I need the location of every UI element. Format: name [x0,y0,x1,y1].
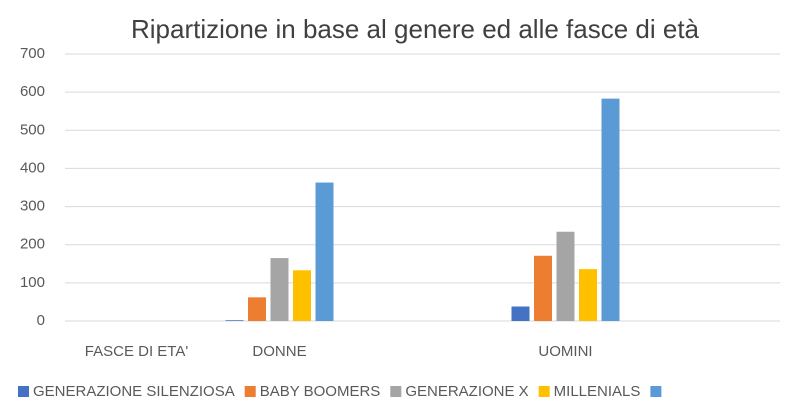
y-tick-label: 200 [20,236,45,253]
y-tick-label: 600 [20,83,45,100]
bar [248,297,266,321]
bar [556,231,575,321]
x-tick-label: UOMINI [538,343,592,360]
legend-label: BABY BOOMERS [260,383,381,400]
y-tick-label: 500 [20,121,45,138]
chart-title: Ripartizione in base al genere ed alle f… [131,14,700,44]
legend-swatch [538,386,550,397]
legend-swatch [244,386,256,397]
y-tick-label: 300 [20,198,45,215]
bar [293,270,311,321]
y-tick-label: 100 [20,274,45,291]
legend-label: GENERAZIONE SILENZIOSA [33,383,235,400]
legend-swatch [18,386,29,397]
x-tick-label: DONNE [252,343,306,360]
legend-label: MILLENIALS [554,383,641,400]
legend-swatch [650,386,662,397]
y-tick-label: 700 [20,45,45,62]
legend-label: GENERAZIONE X [405,383,528,400]
bar [270,258,289,321]
bar [315,182,334,321]
bar [511,306,530,321]
bar [579,269,597,321]
bar [534,255,552,321]
x-tick-label: FASCE DI ETA' [85,343,189,360]
y-tick-label: 400 [20,159,45,176]
bar [601,98,620,322]
bar [225,320,244,321]
legend-swatch [390,386,402,397]
y-tick-label: 0 [37,312,45,329]
